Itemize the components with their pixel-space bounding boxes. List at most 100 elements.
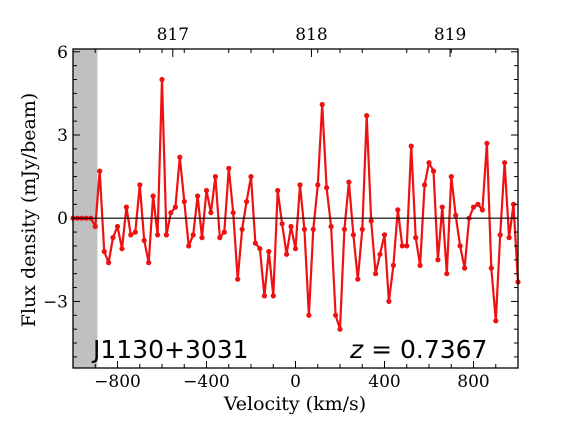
data-point <box>106 260 112 266</box>
data-point <box>346 179 352 185</box>
data-point <box>404 243 410 249</box>
data-point <box>208 210 214 216</box>
data-point <box>141 237 147 243</box>
data-point <box>488 265 494 271</box>
data-point <box>439 204 445 210</box>
data-point <box>155 232 161 238</box>
data-point <box>284 251 290 257</box>
data-point <box>368 218 374 224</box>
data-point <box>190 232 196 238</box>
data-point <box>448 174 454 180</box>
data-point <box>217 235 223 241</box>
data-point <box>350 232 356 238</box>
data-point <box>390 262 396 268</box>
data-point <box>261 293 267 299</box>
top-tick-label: 819 <box>434 25 466 45</box>
data-point <box>257 246 263 252</box>
data-point <box>297 182 303 188</box>
x-tick-label: 800 <box>457 372 489 392</box>
data-point <box>137 182 143 188</box>
data-point <box>128 232 134 238</box>
data-point <box>123 204 129 210</box>
ticks-layer: −800 −400 0 400 800 −3 0 3 6 817 818 819 <box>43 25 519 392</box>
data-point <box>212 174 218 180</box>
redshift-value: = 0.7367 <box>363 335 487 364</box>
x-tick-label: 400 <box>368 372 400 392</box>
data-point <box>506 235 512 241</box>
data-point <box>377 251 383 257</box>
data-point <box>306 312 312 318</box>
data-point <box>230 210 236 216</box>
y-tick-label: 6 <box>57 43 68 63</box>
data-point <box>110 235 116 241</box>
data-point <box>430 168 437 174</box>
data-point <box>341 226 347 232</box>
data-point <box>373 271 379 277</box>
redshift-label: z = 0.7367 <box>349 335 487 364</box>
data-point <box>324 185 330 191</box>
data-point <box>279 221 285 227</box>
series-layer <box>70 76 521 332</box>
data-point <box>181 199 187 205</box>
data-point <box>199 235 205 241</box>
top-tick-label: 818 <box>295 25 327 45</box>
data-point <box>444 271 450 277</box>
data-point <box>235 276 241 282</box>
data-point <box>270 293 276 299</box>
plot-frame <box>72 48 519 369</box>
data-point <box>186 243 192 249</box>
data-point <box>146 260 152 266</box>
top-tick-label: 817 <box>157 25 189 45</box>
data-point <box>435 257 441 263</box>
data-point <box>150 193 156 199</box>
data-point <box>399 243 405 249</box>
data-point <box>114 223 121 230</box>
source-name-label: J1130+3031 <box>91 335 249 364</box>
x-axis-label: Velocity (km/s) <box>223 393 366 415</box>
masked-region <box>73 49 98 368</box>
data-point <box>203 187 210 194</box>
data-point <box>244 199 250 205</box>
x-tick-label: −400 <box>183 372 230 392</box>
data-point <box>159 76 165 83</box>
x-tick-label: 0 <box>290 372 301 392</box>
x-tick-label: −800 <box>94 372 141 392</box>
data-point <box>355 276 361 282</box>
data-point <box>301 226 307 232</box>
data-point <box>475 201 481 207</box>
data-point <box>364 113 370 119</box>
data-point <box>395 207 401 213</box>
y-tick-label: −3 <box>43 292 68 312</box>
data-point <box>310 226 316 232</box>
data-point <box>172 204 178 210</box>
data-point <box>484 140 490 146</box>
data-point <box>413 235 419 241</box>
data-point <box>97 168 103 174</box>
data-point <box>195 193 201 199</box>
data-point <box>470 204 477 210</box>
data-point <box>422 182 428 188</box>
data-point <box>497 232 503 238</box>
data-point <box>337 326 343 332</box>
data-point <box>177 154 183 160</box>
data-point <box>457 243 463 249</box>
data-point <box>252 240 258 246</box>
data-point <box>408 143 414 149</box>
data-point <box>292 246 299 252</box>
data-point <box>163 232 169 238</box>
data-point <box>426 160 432 166</box>
data-point <box>315 182 321 188</box>
data-point <box>101 248 107 255</box>
data-point <box>453 212 459 218</box>
data-point <box>417 262 423 268</box>
data-point <box>168 210 174 216</box>
data-point <box>92 223 98 230</box>
data-point <box>510 201 517 207</box>
y-tick-label: 0 <box>57 209 68 229</box>
data-point <box>462 265 468 271</box>
data-point <box>333 312 339 318</box>
data-point <box>502 160 508 166</box>
y-tick-label: 3 <box>57 126 68 146</box>
data-point <box>239 226 245 232</box>
